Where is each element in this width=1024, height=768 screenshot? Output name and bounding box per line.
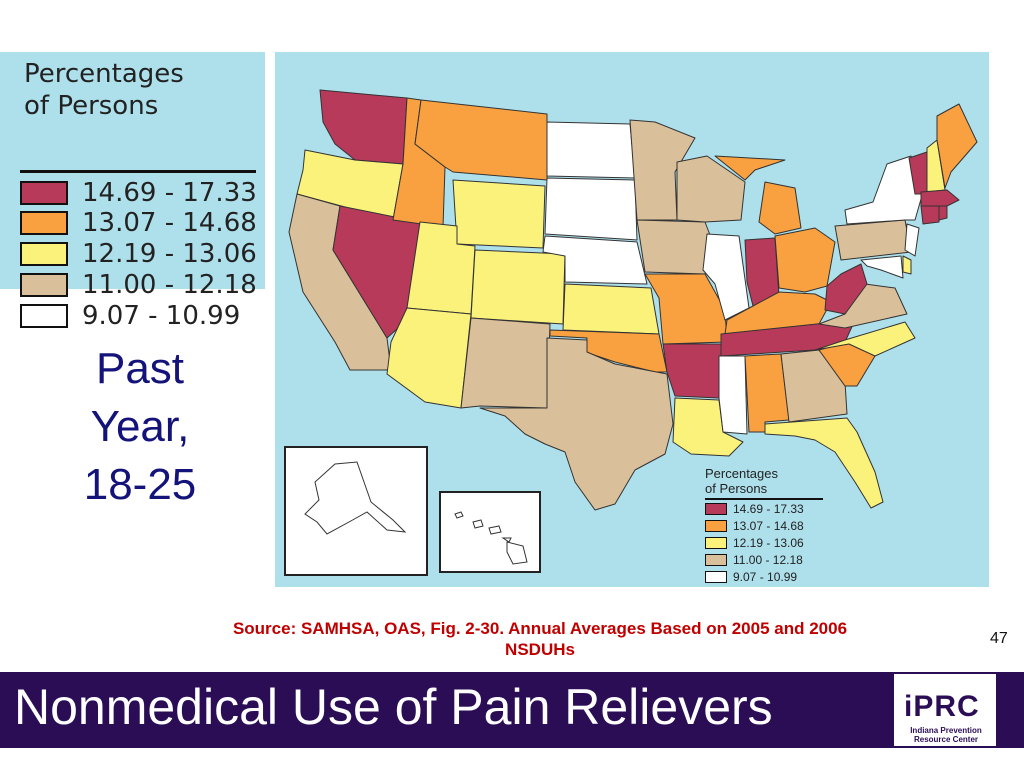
source-line1: Source: SAMHSA, OAS, Fig. 2-30. Annual A… <box>232 619 848 638</box>
map-legend-rule <box>705 498 823 500</box>
map-legend-item: 11.00 - 12.18 <box>705 552 845 568</box>
source-citation: Source: SAMHSA, OAS, Fig. 2-30. Annual A… <box>100 618 980 660</box>
logo-subtitle-line2: Resource Center <box>913 735 979 744</box>
state-colorado <box>470 249 566 325</box>
side-title-line1: Past <box>95 344 185 393</box>
map-legend-title-line1: Percentages <box>705 466 778 481</box>
footer-bar: Nonmedical Use of Pain Relievers <box>0 672 1024 748</box>
state-pennsylvania <box>834 219 912 261</box>
state-michigan <box>714 155 802 235</box>
slide-title: Nonmedical Use of Pain Relievers <box>14 679 773 735</box>
state-mississippi <box>718 355 748 435</box>
state-wisconsin <box>676 155 746 223</box>
map-legend-label: 11.00 - 12.18 <box>733 553 803 567</box>
legend-swatch <box>20 273 68 297</box>
legend-item: 11.00 - 12.18 <box>20 270 257 300</box>
state-connecticut <box>920 205 940 225</box>
map-legend-swatch <box>705 520 727 532</box>
state-arkansas <box>662 343 728 399</box>
page-number: 47 <box>990 630 1008 647</box>
legend-label: 12.19 - 13.06 <box>82 239 257 269</box>
state-arizona <box>386 307 472 409</box>
legend-panel: Percentages of Persons 14.69 - 17.33 13.… <box>0 52 265 331</box>
side-title-line2: Year, <box>90 402 190 451</box>
logo-mark: iPRC <box>904 690 980 723</box>
state-south-dakota <box>544 177 638 241</box>
source-line2: NSDUHs <box>505 640 575 659</box>
state-kansas <box>562 283 660 335</box>
legend-item: 13.07 - 14.68 <box>20 208 257 238</box>
legend-item: 9.07 - 10.99 <box>20 301 241 331</box>
state-new-mexico <box>460 317 551 409</box>
legend-swatch <box>20 304 68 328</box>
state-maryland <box>860 255 904 279</box>
iprc-logo: iPRC Indiana Prevention Resource Center <box>892 672 998 748</box>
map-legend-item: 12.19 - 13.06 <box>705 535 845 551</box>
map-legend-label: 13.07 - 14.68 <box>733 519 804 533</box>
legend-title-line2: of Persons <box>24 91 159 121</box>
legend-title: Percentages of Persons <box>24 58 184 122</box>
state-delaware <box>902 255 912 275</box>
map-legend-title: Percentages of Persons <box>705 466 845 496</box>
map-legend-swatch <box>705 537 727 549</box>
map-legend-swatch <box>705 554 727 566</box>
side-title-line3: 18-25 <box>83 460 197 509</box>
state-ohio <box>774 227 836 293</box>
map-legend-label: 9.07 - 10.99 <box>733 570 798 584</box>
us-map <box>284 89 978 576</box>
state-rhode-island <box>938 205 948 221</box>
state-texas <box>479 337 674 511</box>
state-wyoming <box>452 179 546 249</box>
legend-label: 13.07 - 14.68 <box>82 208 257 238</box>
state-north-carolina <box>814 321 916 357</box>
legend-label: 14.69 - 17.33 <box>82 178 257 208</box>
legend-item: 12.19 - 13.06 <box>20 239 257 269</box>
legend-rule <box>20 170 256 173</box>
state-west-virginia <box>824 263 868 315</box>
legend-label: 9.07 - 10.99 <box>82 301 241 331</box>
legend-label: 11.00 - 12.18 <box>82 270 257 300</box>
state-georgia <box>780 349 848 423</box>
state-oklahoma <box>549 329 668 373</box>
map-legend-title-line2: of Persons <box>705 481 768 496</box>
state-maine <box>936 103 978 189</box>
map-legend-item: 9.07 - 10.99 <box>705 569 845 585</box>
logo-subtitle: Indiana Prevention Resource Center <box>900 726 992 744</box>
legend-item: 14.69 - 17.33 <box>20 178 257 208</box>
map-legend-swatch <box>705 571 727 583</box>
map-legend-swatch <box>705 503 727 515</box>
state-nebraska <box>542 235 648 285</box>
state-alaska <box>304 461 407 535</box>
state-new-jersey <box>904 223 920 257</box>
logo-subtitle-line1: Indiana Prevention <box>910 726 982 735</box>
state-washington <box>319 89 408 165</box>
state-illinois <box>702 233 750 321</box>
map-legend-label: 14.69 - 17.33 <box>733 502 804 516</box>
map-legend-item: 13.07 - 14.68 <box>705 518 845 534</box>
us-map-panel: Percentages of Persons 14.69 - 17.33 13.… <box>275 52 989 587</box>
side-title: Past Year, 18-25 <box>55 340 225 514</box>
map-legend-item: 14.69 - 17.33 <box>705 501 845 517</box>
legend-swatch <box>20 242 68 266</box>
state-massachusetts <box>920 189 960 207</box>
state-montana <box>414 99 548 181</box>
legend-swatch <box>20 211 68 235</box>
legend-title-line1: Percentages <box>24 59 184 89</box>
map-legend: Percentages of Persons 14.69 - 17.33 13.… <box>705 466 845 585</box>
map-legend-label: 12.19 - 13.06 <box>733 536 804 550</box>
state-florida <box>764 417 884 509</box>
state-hawaii <box>454 511 528 565</box>
legend-swatch <box>20 181 68 205</box>
state-north-dakota <box>546 121 636 179</box>
